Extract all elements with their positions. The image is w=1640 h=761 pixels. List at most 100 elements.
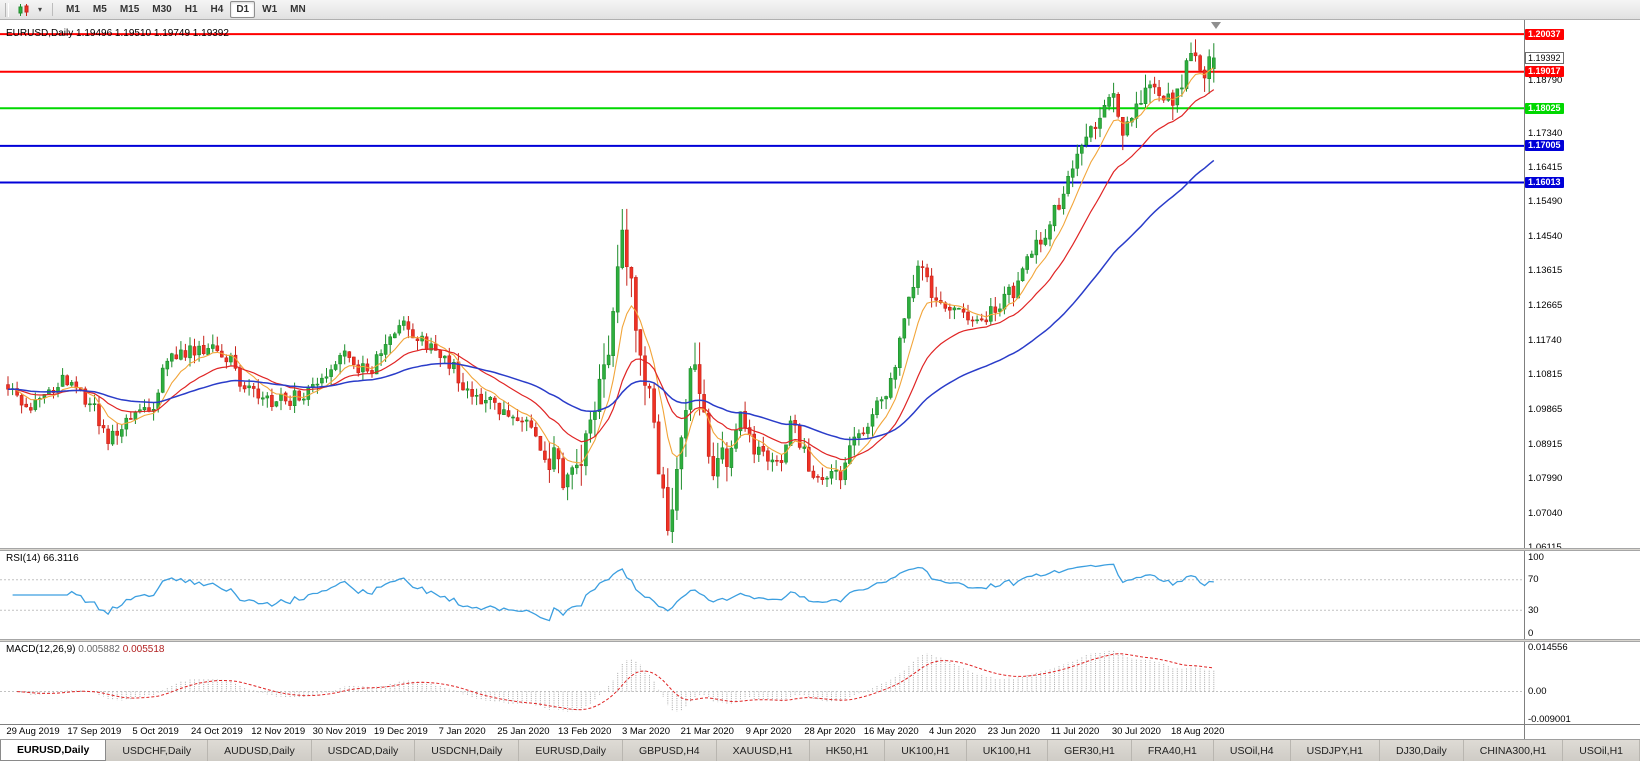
toolbar-grip[interactable] <box>5 2 9 17</box>
toolbar-separator <box>52 3 54 16</box>
timeframe-button-d1[interactable]: D1 <box>230 1 256 18</box>
chart-tab[interactable]: AUDUSD,Daily <box>208 740 312 761</box>
chart-tab[interactable]: UK100,H1 <box>885 740 967 761</box>
rsi-line <box>12 563 1214 622</box>
macd-panel[interactable]: MACD(12,26,9) 0.005882 0.005518 0.014556… <box>0 642 1640 724</box>
macd-signal-line <box>17 653 1214 711</box>
price-axis-label: 1.11740 <box>1528 334 1562 346</box>
main-chart-panel[interactable]: EURUSD,Daily 1.19496 1.19510 1.19749 1.1… <box>0 20 1640 548</box>
chart-tab[interactable]: USDCNH,Daily <box>415 740 520 761</box>
rsi-axis-label: 0 <box>1528 627 1534 639</box>
date-axis-label: 9 Apr 2020 <box>745 726 792 737</box>
date-axis-label: 24 Oct 2019 <box>191 726 243 737</box>
date-axis-label: 5 Oct 2019 <box>132 726 179 737</box>
rsi-axis-label: 70 <box>1528 574 1539 586</box>
axis-separator <box>1524 725 1525 739</box>
current-price-label: 1.19392 <box>1525 51 1564 64</box>
date-axis-label: 29 Aug 2019 <box>6 726 60 737</box>
timeframe-button-w1[interactable]: W1 <box>262 4 278 15</box>
rsi-name: RSI(14) <box>6 553 41 564</box>
price-axis-label: 1.17340 <box>1528 128 1563 140</box>
chart-tab[interactable]: XAUUSD,H1 <box>716 740 810 761</box>
moving-averages <box>7 67 1215 472</box>
chart-tab[interactable]: USOil,H1 <box>1563 740 1640 761</box>
chart-tab-bar: EURUSD,Daily USDCHF,Daily AUDUSD,Daily USDC… <box>0 739 1640 761</box>
macd-main-value: 0.005882 <box>78 644 120 655</box>
date-axis-label: 28 Apr 2020 <box>804 726 856 737</box>
timeframe-button-m15[interactable]: M15 <box>119 4 140 15</box>
chart-tab[interactable]: USDCAD,Daily <box>311 740 416 761</box>
timeframe-button-m5[interactable]: M5 <box>92 4 107 15</box>
chart-shift-marker[interactable] <box>1211 22 1221 29</box>
timeframe-button-h4[interactable]: H4 <box>210 4 224 15</box>
chart-tab[interactable]: GBPUSD,H4 <box>622 740 717 761</box>
price-axis-label: 1.07040 <box>1528 507 1563 519</box>
chevron-down-icon[interactable]: ▾ <box>38 5 43 14</box>
date-axis-label: 3 Mar 2020 <box>621 726 671 737</box>
panel-splitter[interactable] <box>0 639 1640 642</box>
timeframe-button-mn[interactable]: MN <box>290 4 306 15</box>
price-axis-label: 1.08915 <box>1528 438 1563 450</box>
macd-axis-label: -0.009001 <box>1528 713 1571 725</box>
panel-splitter[interactable] <box>0 548 1640 551</box>
timeframe-buttons: M1 M5 M15 M30 H1 H4 D1 W1 MN <box>60 1 312 18</box>
candlesticks <box>6 39 1216 543</box>
candlestick-glyph <box>18 3 29 16</box>
price-axis-label: 1.10815 <box>1528 368 1563 380</box>
date-axis-label: 30 Jul 2020 <box>1111 726 1161 737</box>
chart-tab[interactable]: EURUSD,Daily <box>0 740 107 761</box>
chart-tab[interactable]: DJ30,Daily <box>1380 740 1464 761</box>
hline-price-label[interactable]: 1.18025 <box>1525 102 1564 114</box>
price-axis-label: 1.15490 <box>1528 196 1563 208</box>
macd-histogram <box>16 650 1215 712</box>
macd-axis-label: 0.00 <box>1528 685 1547 697</box>
macd-axis-label: 0.014556 <box>1528 642 1568 653</box>
date-axis-label: 13 Feb 2020 <box>558 726 612 737</box>
hline-price-label[interactable]: 1.16013 <box>1525 176 1564 188</box>
price-axis-label: 1.06115 <box>1528 541 1562 548</box>
timeframe-toolbar: ▾ M1 M5 M15 M30 H1 H4 D1 W1 MN <box>0 0 1640 20</box>
price-axis-label: 1.12665 <box>1528 300 1563 312</box>
macd-signal-value: 0.005518 <box>122 644 165 655</box>
date-axis-label: 19 Dec 2019 <box>373 726 428 737</box>
rsi-axis-label: 100 <box>1528 551 1544 563</box>
rsi-value: 66.3116 <box>43 553 79 564</box>
chart-type-icon[interactable] <box>15 2 33 18</box>
date-axis-label: 17 Sep 2019 <box>67 726 122 737</box>
date-axis-label: 16 May 2020 <box>863 726 919 737</box>
chart-tab[interactable]: UK100,H1 <box>966 740 1049 761</box>
timeframe-button-h1[interactable]: H1 <box>184 4 198 15</box>
chart-tab[interactable]: USDCHF,Daily <box>106 740 209 761</box>
chart-tab[interactable]: FRA40,H1 <box>1131 740 1214 761</box>
rsi-axis-label: 30 <box>1528 604 1539 616</box>
date-axis-label: 21 Mar 2020 <box>680 726 734 737</box>
price-axis-label: 1.07990 <box>1528 472 1563 484</box>
macd-plot <box>0 642 1525 724</box>
price-axis-label: 1.16415 <box>1528 162 1563 174</box>
timeframe-button-m1[interactable]: M1 <box>66 4 80 15</box>
rsi-label: RSI(14) 66.3116 <box>6 553 79 564</box>
chart-title: EURUSD,Daily 1.19496 1.19510 1.19749 1.1… <box>6 28 229 39</box>
rsi-panel[interactable]: RSI(14) 66.3116 100 70 30 0 <box>0 551 1640 639</box>
date-axis[interactable]: 29 Aug 2019 17 Sep 2019 5 Oct 2019 24 Oct 2… <box>0 724 1640 739</box>
chart-tab[interactable]: CHINA300,H1 <box>1463 740 1564 761</box>
hline-price-label[interactable]: 1.20037 <box>1525 28 1564 40</box>
price-axis-label: 1.14540 <box>1528 231 1563 243</box>
chart-tab[interactable]: USOil,H4 <box>1213 740 1291 761</box>
date-axis-label: 11 Jul 2020 <box>1050 726 1100 737</box>
date-axis-label: 18 Aug 2020 <box>1171 726 1225 737</box>
timeframe-button-m30[interactable]: M30 <box>152 4 172 15</box>
macd-name: MACD(12,26,9) <box>6 644 76 655</box>
chart-tab[interactable]: GER30,H1 <box>1048 740 1132 761</box>
candlestick-chart[interactable] <box>0 20 1640 548</box>
chart-tab[interactable]: USDJPY,H1 <box>1290 740 1381 761</box>
date-axis-label: 4 Jun 2020 <box>928 726 977 737</box>
chart-tab[interactable]: HK50,H1 <box>809 740 886 761</box>
date-axis-label: 25 Jan 2020 <box>497 726 550 737</box>
chart-tab[interactable]: EURUSD,Daily <box>519 740 623 761</box>
date-axis-label: 23 Jun 2020 <box>987 726 1040 737</box>
hline-price-label[interactable]: 1.19017 <box>1525 66 1564 78</box>
hline-price-label[interactable]: 1.17005 <box>1525 140 1564 152</box>
price-axis-label: 1.13615 <box>1528 265 1563 277</box>
date-axis-label: 7 Jan 2020 <box>438 726 486 737</box>
